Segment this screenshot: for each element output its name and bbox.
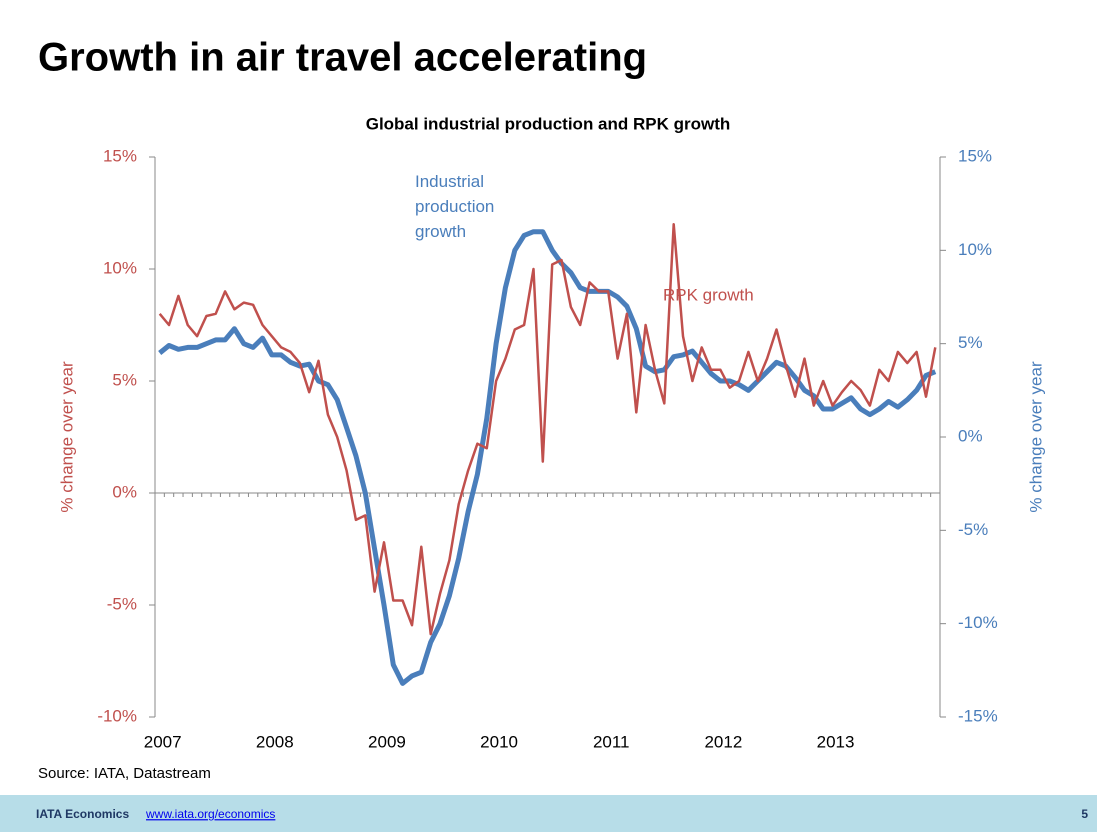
annotation: Industrial production growth [415,172,494,241]
footer-bar [0,795,1097,832]
page-number: 5 [1081,807,1088,821]
x-tick-label: 2009 [368,732,406,751]
y-axis-label: % change over year [57,361,76,513]
y-tick-label: 0% [112,482,137,501]
y-tick-label: 10% [103,258,137,277]
series-line [158,222,937,636]
x-tick-label: 2012 [704,732,742,751]
chart-title: Global industrial production and RPK gro… [366,114,731,133]
x-tick-label: 2010 [480,732,518,751]
source-note: Source: IATA, Datastream [38,765,211,782]
x-tick-label: 2007 [144,732,182,751]
slide-title: Growth in air travel accelerating [38,36,647,80]
y2-axis-label: % change over year [1026,361,1045,513]
y-tick-label: -5% [107,594,137,613]
x-tick-label: 2013 [817,732,855,751]
x-tick-label: 2008 [256,732,294,751]
footer-org: IATA Economics [36,807,129,821]
y2-tick-label: -5% [958,520,988,539]
footer-link[interactable]: www.iata.org/economics [145,807,275,821]
x-tick-label: 2011 [593,732,630,751]
y2-tick-label: -10% [958,613,998,632]
y2-tick-label: 10% [958,240,992,259]
series-line [158,229,937,686]
y-tick-label: 15% [103,146,137,165]
y2-tick-label: 0% [958,426,983,445]
plot-area: -10% -5% 0% 5% 10% 15% -15% -10% -5% 0% 5% 10% 15% 20… [97,146,997,751]
annotation: RPK growth [663,285,754,304]
y-tick-label: -10% [97,706,137,725]
y2-tick-label: 5% [958,333,983,352]
y2-tick-label: 15% [958,146,992,165]
y-tick-label: 5% [112,370,137,389]
y2-tick-label: -15% [958,706,998,725]
